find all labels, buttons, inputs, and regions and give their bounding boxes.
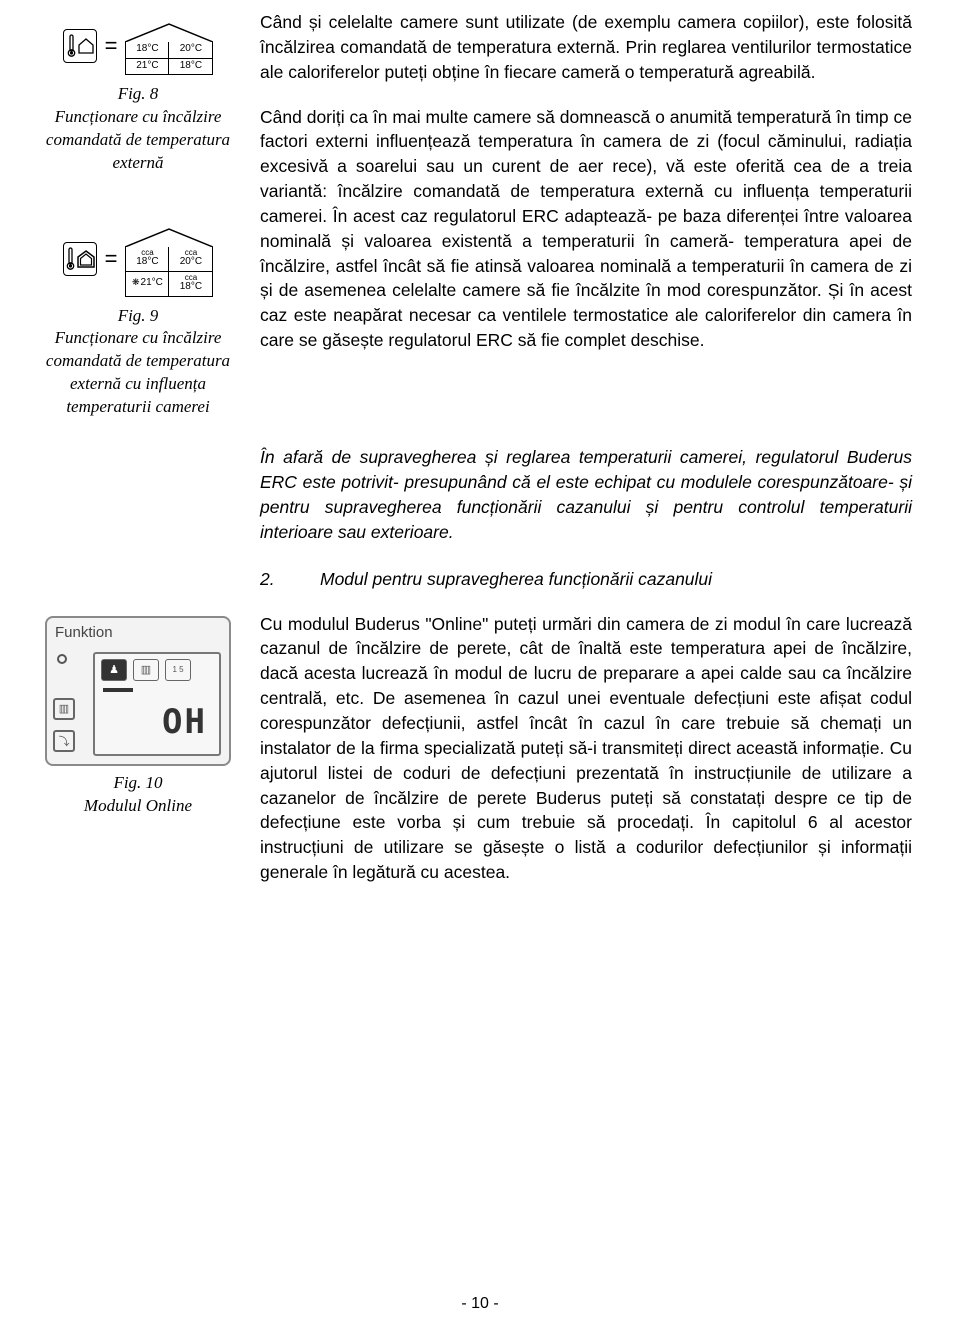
- section-title: Modul pentru supravegherea funcționării …: [320, 569, 712, 590]
- thermometer-house-icon: [63, 29, 97, 63]
- house-cell: cca18°C: [169, 272, 212, 296]
- thermo-radiator-icon: ▥: [133, 659, 159, 681]
- house-grid: cca18°C cca20°C ❋21°C cca18°C: [125, 227, 213, 297]
- section-heading: 2. Modul pentru supravegherea funcționăr…: [260, 569, 912, 590]
- fig8-caption-title: Fig. 8: [30, 83, 246, 106]
- display-value: OH: [95, 702, 219, 742]
- paragraph-4: Cu modulul Buderus "Online" puteți urmăr…: [260, 612, 912, 885]
- tap-icon: ⤵: [53, 730, 75, 752]
- page-number: - 10 -: [461, 1295, 498, 1313]
- indicator-bar: [103, 688, 133, 692]
- fig9-caption-title: Fig. 9: [30, 305, 246, 328]
- indicator-icon: [57, 654, 67, 664]
- house-grid: 18°C 20°C 21°C 18°C: [125, 22, 213, 75]
- funktion-label: Funktion: [55, 624, 221, 641]
- section-number: 2.: [260, 569, 320, 590]
- house-cell: 18°C: [169, 59, 212, 75]
- paragraph-3-italic: În afară de supravegherea și reglarea te…: [260, 445, 912, 544]
- paragraph-1: Când și celelalte camere sunt utilizate …: [260, 10, 912, 85]
- house-cell: 21°C: [126, 59, 169, 75]
- house-cell: 18°C: [126, 42, 169, 59]
- equals-sign: =: [105, 33, 118, 59]
- fig8-diagram: = 18°C 20°C 21°C 18°C Fig. 8 Funcționare…: [30, 16, 246, 175]
- scale-icon: 1 5: [165, 659, 191, 681]
- person-icon: ♟: [101, 659, 127, 681]
- paragraph-2: Când doriți ca în mai multe camere să do…: [260, 105, 912, 353]
- house-cell: cca20°C: [169, 247, 212, 272]
- fig10-caption: Modulul Online: [30, 795, 246, 818]
- funktion-panel: Funktion ▥ ⤵ ♟ ▥ 1 5 OH: [45, 616, 231, 766]
- house-cell: ❋21°C: [126, 272, 169, 296]
- fig8-caption: Funcționare cu încălzire comandată de te…: [30, 106, 246, 175]
- fig9-caption: Funcționare cu încălzire comandată de te…: [30, 327, 246, 419]
- fig10-caption-title: Fig. 10: [30, 772, 246, 795]
- radiator-icon: ▥: [53, 698, 75, 720]
- house-cell: 20°C: [169, 42, 212, 59]
- equals-sign: =: [105, 246, 118, 272]
- thermometer-house-double-icon: [63, 242, 97, 276]
- fig10-module: Funktion ▥ ⤵ ♟ ▥ 1 5 OH Fig. 10: [30, 616, 246, 818]
- fig9-diagram: = cca18°C cca20°C ❋21°C cca18°C Fig. 9 F…: [30, 221, 246, 419]
- house-cell: cca18°C: [126, 247, 169, 272]
